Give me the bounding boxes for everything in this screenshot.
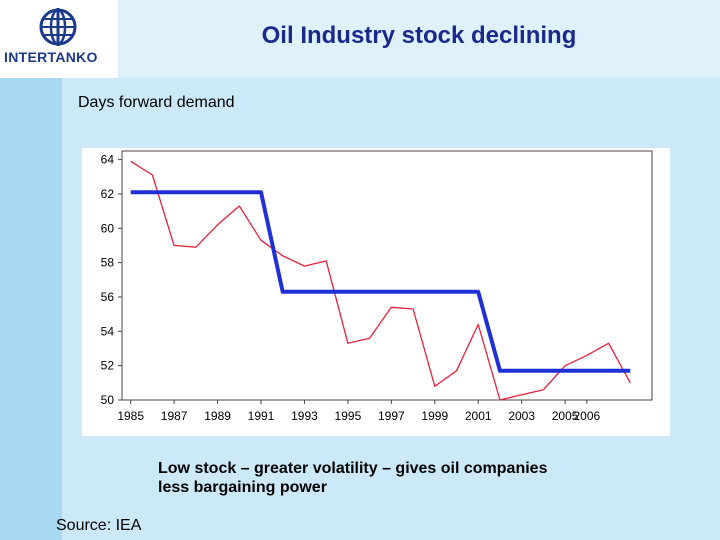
caption-line-2: less bargaining power bbox=[158, 479, 327, 496]
x-tick-label: 2003 bbox=[508, 409, 535, 423]
source-note: Source: IEA bbox=[56, 517, 142, 534]
slide-title: Oil Industry stock declining bbox=[261, 22, 577, 49]
x-tick-label: 2006 bbox=[573, 409, 600, 423]
series-line-average bbox=[130, 190, 631, 373]
y-tick-label: 50 bbox=[101, 393, 115, 407]
x-tick-label: 1997 bbox=[378, 409, 405, 423]
x-tick-label: 1987 bbox=[161, 409, 188, 423]
x-tick-label: 1995 bbox=[335, 409, 362, 423]
header-band bbox=[118, 0, 720, 78]
plot-frame bbox=[121, 150, 653, 401]
x-tick-label: 2005 bbox=[552, 409, 579, 423]
y-tick-label: 60 bbox=[101, 221, 115, 235]
series-line-actual bbox=[130, 160, 631, 401]
logo-panel: INTERTANKO bbox=[0, 0, 118, 78]
logo-text: INTERTANKO bbox=[4, 49, 98, 65]
x-tick-label: 1993 bbox=[291, 409, 318, 423]
y-tick-label: 54 bbox=[101, 324, 115, 338]
caption-line-1: Low stock – greater volatility – gives o… bbox=[158, 460, 548, 477]
left-stripe bbox=[0, 78, 62, 540]
y-tick-label: 58 bbox=[101, 256, 115, 270]
chart-panel: 50 52 54 56 58 60 62 64 1985 1987 1989 1991 1993 1995… bbox=[82, 148, 670, 436]
y-tick-label: 62 bbox=[101, 187, 115, 201]
y-tick-label: 52 bbox=[101, 359, 115, 373]
x-tick-label: 1991 bbox=[248, 409, 275, 423]
x-tick-label: 2001 bbox=[465, 409, 492, 423]
y-tick-label: 56 bbox=[101, 290, 115, 304]
globe-icon bbox=[39, 8, 77, 46]
chart-subtitle: Days forward demand bbox=[78, 94, 235, 111]
x-tick-label: 1989 bbox=[204, 409, 231, 423]
x-tick-label: 1985 bbox=[117, 409, 144, 423]
line-chart: 50 52 54 56 58 60 62 64 1985 1987 1989 1991 1993 1995… bbox=[101, 150, 653, 423]
caption: Low stock – greater volatility – gives o… bbox=[158, 459, 628, 497]
x-tick-label: 1999 bbox=[421, 409, 448, 423]
y-tick-label: 64 bbox=[101, 153, 115, 167]
